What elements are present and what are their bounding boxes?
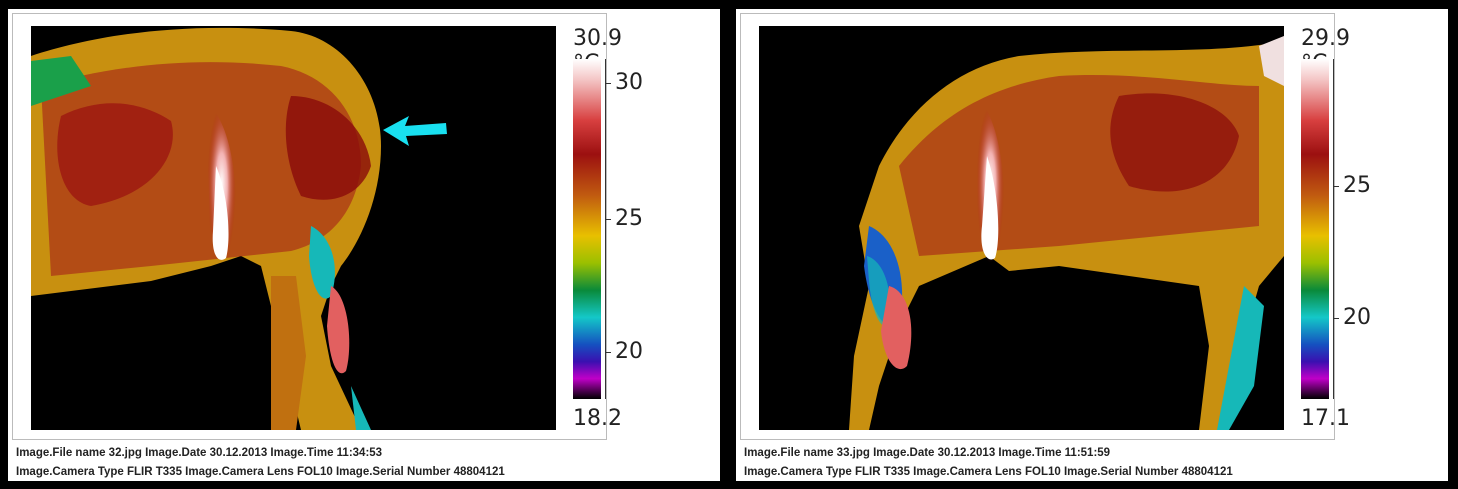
- image-frame: 30.9 °C 30 25 20 18.2: [12, 13, 643, 440]
- scale-tick: [1333, 186, 1339, 187]
- image-metadata-line-2: Image.Camera Type FLIR T335 Image.Camera…: [16, 466, 505, 478]
- scale-tick-label: 30: [615, 70, 643, 95]
- scale-tick-label: 25: [1343, 173, 1371, 198]
- thermal-image-horse-right: [759, 26, 1284, 430]
- thermal-image-horse-left: [31, 26, 556, 430]
- image-metadata-line-1: Image.File name 33.jpg Image.Date 30.12.…: [744, 447, 1111, 459]
- arrow-left-icon: [383, 116, 447, 146]
- thermal-panel-left: 30.9 °C 30 25 20 18.2 Image.File name 32…: [8, 9, 720, 481]
- scale-tick: [605, 219, 611, 220]
- scale-axis: [1333, 59, 1334, 399]
- scale-axis: [605, 59, 606, 399]
- scale-tick: [1333, 318, 1339, 319]
- image-metadata-line-1: Image.File name 32.jpg Image.Date 30.12.…: [16, 447, 383, 459]
- scale-min-label: 17.1: [1301, 406, 1350, 431]
- scale-tick-label: 20: [615, 339, 643, 364]
- scale-min-label: 18.2: [573, 406, 622, 431]
- scale-tick-label: 25: [615, 206, 643, 231]
- image-metadata-line-2: Image.Camera Type FLIR T335 Image.Camera…: [744, 466, 1233, 478]
- scale-tick: [605, 352, 611, 353]
- color-scale-bar: [573, 59, 601, 399]
- scale-tick: [605, 83, 611, 84]
- thermal-panel-right: 29.9 °C 25 20 17.1 Image.File name 33.jp…: [736, 9, 1448, 481]
- image-frame: 29.9 °C 25 20 17.1: [740, 13, 1371, 440]
- color-scale-bar: [1301, 59, 1329, 399]
- scale-tick-label: 20: [1343, 305, 1371, 330]
